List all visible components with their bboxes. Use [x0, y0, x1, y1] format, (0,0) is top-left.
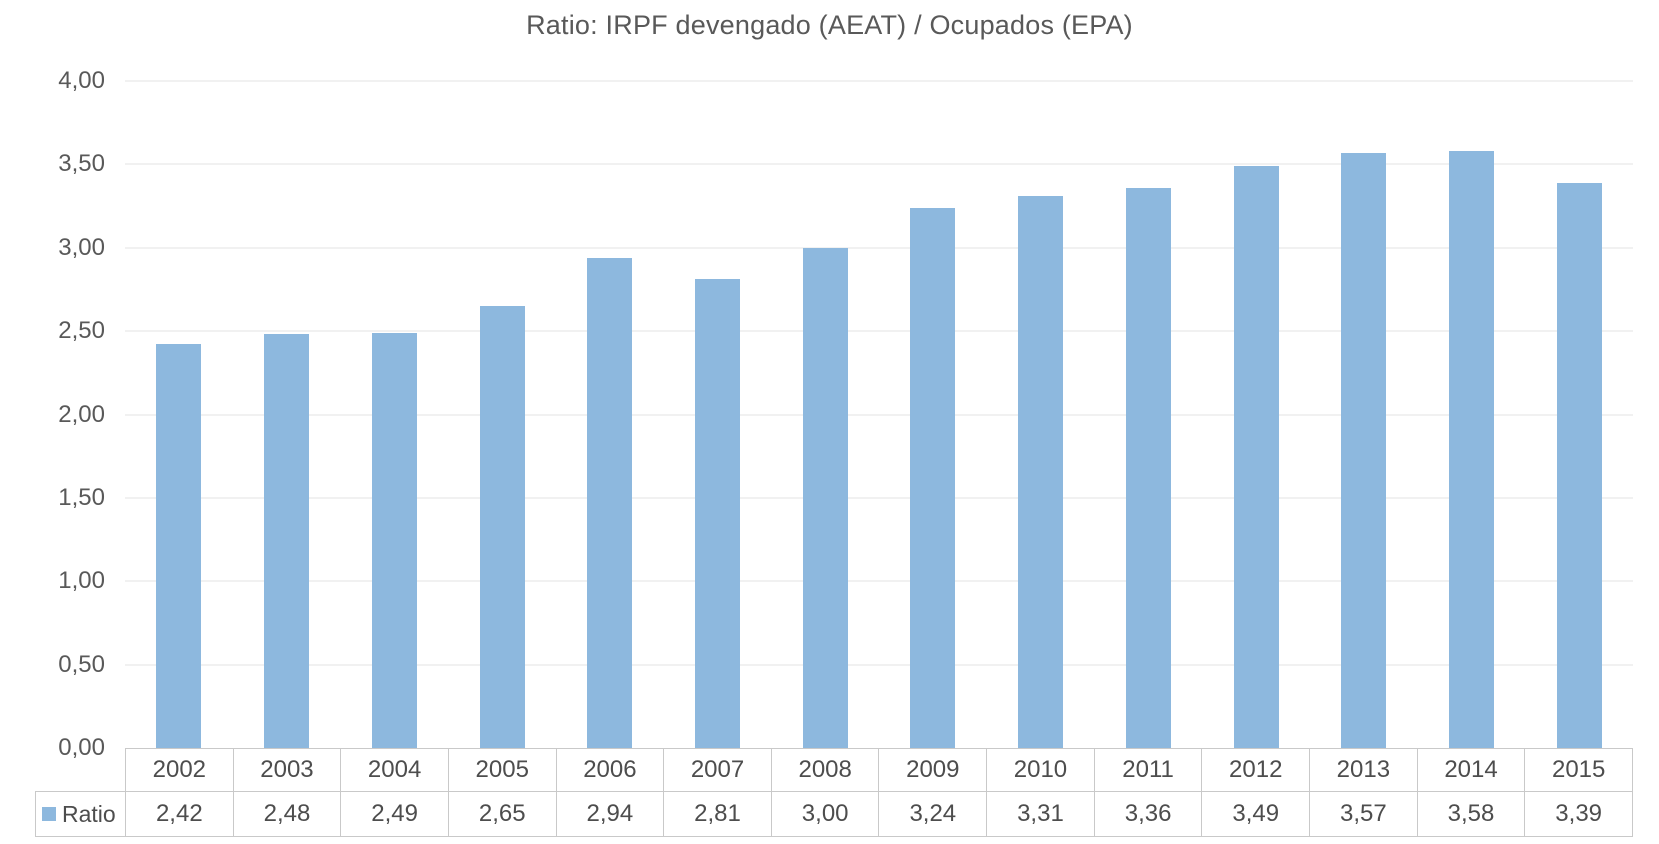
value-cell-2013: 3,57 [1309, 791, 1418, 837]
plot-area [125, 80, 1633, 748]
y-axis-tick-label: 4,00 [58, 67, 105, 94]
legend-label: Ratio [62, 800, 116, 827]
year-cell-2002: 2002 [125, 748, 234, 792]
chart-title: Ratio: IRPF devengado (AEAT) / Ocupados … [526, 10, 1133, 40]
year-cell-2007: 2007 [663, 748, 772, 792]
bar-2009 [910, 207, 956, 748]
bar-2005 [479, 306, 525, 748]
bar-2008 [802, 247, 848, 748]
value-cell-2004: 2,49 [340, 791, 449, 837]
gridline [125, 496, 1633, 499]
gridline [125, 163, 1633, 166]
bar-2006 [587, 257, 633, 748]
gridline [125, 413, 1633, 416]
value-cell-2007: 2,81 [663, 791, 772, 837]
bar-2015 [1556, 182, 1602, 748]
gridline [125, 80, 1633, 82]
year-cell-2005: 2005 [447, 748, 557, 792]
value-cell-2009: 3,24 [878, 791, 988, 837]
data-table: 2002 2003 2004 2005 2006 2007 2008 2009 2010 2011… [35, 748, 1633, 837]
year-cell-2015: 2015 [1524, 748, 1633, 792]
y-axis-tick-label: 3,50 [58, 150, 105, 178]
value-cell-2010: 3,31 [986, 791, 1095, 837]
value-cell-2015: 3,39 [1524, 791, 1633, 837]
gridline [125, 330, 1633, 333]
value-cell-2003: 2,48 [232, 791, 342, 837]
bar-2012 [1233, 166, 1279, 748]
bar-2010 [1018, 196, 1064, 748]
y-axis-tick-label: 2,50 [58, 317, 105, 345]
value-cell-2002: 2,42 [125, 791, 234, 837]
year-cell-2010: 2010 [986, 748, 1095, 792]
value-cell-2012: 3,49 [1201, 791, 1311, 837]
y-axis-tick-label: 0,00 [58, 734, 105, 761]
bar-2013 [1341, 152, 1387, 748]
legend-swatch-icon [42, 807, 56, 821]
legend: Ratio [37, 800, 125, 828]
year-cell-2013: 2013 [1309, 748, 1418, 792]
bar-2014 [1448, 151, 1494, 748]
value-cell-2008: 3,00 [770, 791, 880, 837]
y-axis-tick-label: 1,00 [58, 567, 105, 595]
gridline [125, 663, 1633, 666]
value-cell-2014: 3,58 [1416, 791, 1526, 837]
y-axis-tick-label: 0,50 [58, 650, 105, 678]
y-axis-tick-label: 1,50 [58, 483, 105, 511]
year-cell-2014: 2014 [1416, 748, 1526, 792]
bar-2007 [694, 279, 740, 748]
bar-2004 [371, 332, 417, 748]
y-axis-tick-label: 3,00 [58, 233, 105, 261]
gridline [125, 246, 1633, 249]
y-axis-tick-label: 2,00 [58, 400, 105, 428]
value-cell-2006: 2,94 [555, 791, 665, 837]
value-cell-2005: 2,65 [447, 791, 557, 837]
year-cell-2009: 2009 [878, 748, 988, 792]
y-axis: 0,00 0,50 1,00 1,50 2,00 2,50 3,00 3,50 4,00 [0, 67, 105, 761]
year-cell-2011: 2011 [1093, 748, 1203, 792]
year-cell-2012: 2012 [1201, 748, 1311, 792]
gridline [125, 580, 1633, 583]
year-cell-2003: 2003 [232, 748, 342, 792]
legend-cell: Ratio [35, 791, 126, 837]
year-cell-2008: 2008 [770, 748, 880, 792]
year-cell-2006: 2006 [555, 748, 665, 792]
value-cell-2011: 3,36 [1093, 791, 1203, 837]
value-row: Ratio 2,42 2,48 2,49 2,65 2,94 2,81 3,00 3,24 3,… [35, 791, 1633, 837]
bar-2003 [264, 334, 310, 748]
year-cell-2004: 2004 [340, 748, 449, 792]
bar-2011 [1125, 187, 1171, 748]
table-corner-cell [36, 749, 126, 792]
bar-2002 [156, 344, 202, 748]
year-row: 2002 2003 2004 2005 2006 2007 2008 2009 2010 2011… [36, 748, 1633, 792]
